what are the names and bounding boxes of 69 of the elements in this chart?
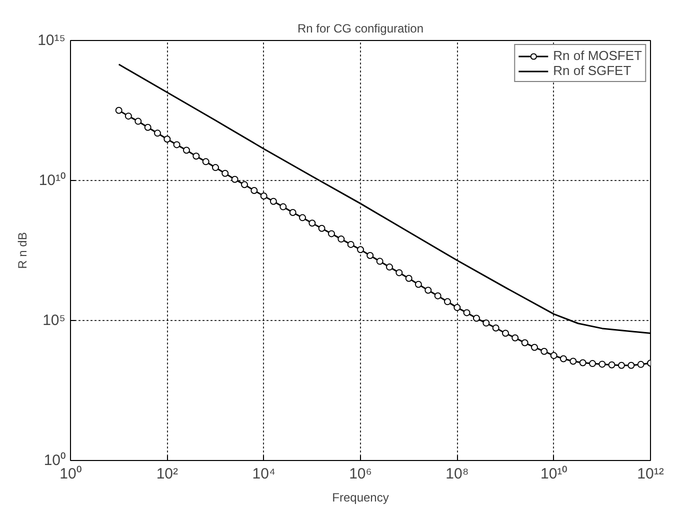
point (212, 164, 219, 172)
point (482, 320, 490, 327)
point (463, 309, 470, 316)
point (308, 220, 316, 227)
x-tick-label: 10⁸ (446, 466, 469, 482)
point (492, 324, 500, 332)
point (598, 360, 606, 368)
point (444, 298, 451, 306)
y-tick-label: 10⁵ (42, 312, 66, 329)
point (502, 330, 509, 337)
point (260, 192, 268, 200)
point (628, 362, 635, 369)
point (472, 314, 480, 322)
point (424, 286, 432, 294)
point (396, 269, 403, 276)
point (338, 236, 345, 243)
point (414, 280, 422, 288)
point (579, 359, 586, 366)
point (550, 352, 558, 360)
legend-label: Rn of SGFET (553, 63, 632, 78)
point (115, 106, 122, 114)
point (124, 112, 132, 120)
x-tick-label: 10¹² (637, 466, 664, 482)
x-tick-label: 10⁴ (252, 466, 276, 482)
point (173, 141, 180, 148)
x-axis-title: Frequency (332, 490, 389, 504)
legend-label: Rn of MOSFET (553, 48, 642, 63)
point (434, 292, 442, 300)
point (376, 258, 384, 265)
point (589, 360, 596, 368)
point (164, 136, 171, 143)
point (570, 358, 577, 365)
x-tick-label: 10¹⁰ (540, 466, 568, 482)
point (328, 230, 335, 238)
point (289, 209, 296, 216)
point (270, 198, 277, 205)
point (560, 355, 567, 362)
point (222, 170, 229, 177)
point (618, 362, 625, 369)
point (299, 214, 306, 222)
point (250, 186, 258, 194)
point (608, 361, 616, 368)
point (530, 344, 538, 351)
point (192, 152, 200, 160)
chart-title: Rn for CG configuration (297, 22, 424, 36)
point (154, 130, 161, 137)
point (366, 252, 374, 259)
y-tick-label: 10¹⁰ (38, 172, 66, 189)
point (405, 274, 412, 282)
y-tick-label: 10¹⁵ (38, 32, 66, 49)
point (280, 203, 287, 210)
x-tick-label: 10⁶ (349, 466, 372, 482)
point (521, 339, 528, 346)
point (454, 304, 461, 312)
point (540, 348, 548, 355)
point (347, 240, 354, 248)
x-tick-label: 10² (156, 466, 178, 482)
point (231, 176, 238, 183)
point (134, 118, 142, 125)
point (386, 264, 393, 271)
point (318, 224, 326, 232)
point (240, 181, 248, 188)
point (182, 146, 190, 154)
y-axis-title: R n dB (16, 232, 30, 269)
point (144, 124, 152, 131)
point (202, 158, 210, 166)
point (637, 360, 644, 368)
point (357, 246, 364, 254)
point (512, 334, 519, 342)
